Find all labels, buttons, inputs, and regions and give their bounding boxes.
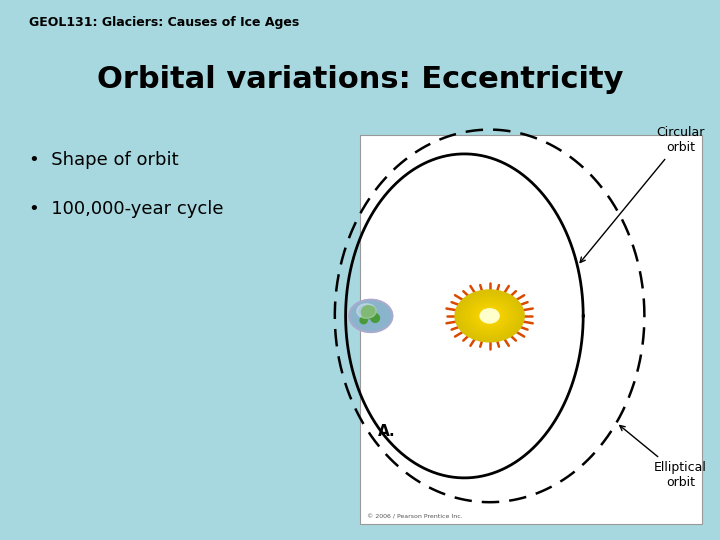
FancyBboxPatch shape <box>360 135 702 524</box>
Circle shape <box>456 291 523 341</box>
Circle shape <box>456 291 523 341</box>
Circle shape <box>485 312 495 320</box>
Circle shape <box>480 309 499 323</box>
Circle shape <box>465 298 514 334</box>
Circle shape <box>455 290 524 342</box>
Circle shape <box>467 299 513 333</box>
Circle shape <box>357 303 377 319</box>
Circle shape <box>459 293 520 339</box>
Circle shape <box>486 313 493 319</box>
Ellipse shape <box>360 316 367 324</box>
Circle shape <box>458 292 521 340</box>
Circle shape <box>474 304 505 328</box>
Circle shape <box>467 299 512 333</box>
Text: •  100,000-year cycle: • 100,000-year cycle <box>29 200 223 218</box>
Circle shape <box>480 308 500 323</box>
Circle shape <box>476 306 503 326</box>
Circle shape <box>472 303 507 329</box>
Circle shape <box>487 314 492 318</box>
Text: © 2006 / Pearson Prentice Inc.: © 2006 / Pearson Prentice Inc. <box>367 514 463 519</box>
Circle shape <box>488 315 491 317</box>
Text: •  Shape of orbit: • Shape of orbit <box>29 151 179 169</box>
Circle shape <box>464 297 515 335</box>
Circle shape <box>472 302 508 329</box>
Circle shape <box>469 300 510 332</box>
Circle shape <box>475 305 504 327</box>
Circle shape <box>482 310 498 322</box>
Circle shape <box>469 301 510 331</box>
Ellipse shape <box>371 314 379 322</box>
Circle shape <box>477 306 503 326</box>
Circle shape <box>489 315 490 316</box>
Circle shape <box>460 294 519 338</box>
Circle shape <box>463 296 516 336</box>
Circle shape <box>478 307 501 325</box>
Text: Circular
orbit: Circular orbit <box>580 126 705 262</box>
Text: Orbital variations: Eccentricity: Orbital variations: Eccentricity <box>96 65 624 94</box>
Circle shape <box>464 296 516 335</box>
Circle shape <box>459 293 521 339</box>
Circle shape <box>473 303 506 328</box>
Text: Elliptical
orbit: Elliptical orbit <box>620 426 707 489</box>
Circle shape <box>485 313 494 319</box>
Circle shape <box>349 300 392 332</box>
Ellipse shape <box>361 306 376 319</box>
Circle shape <box>482 310 497 321</box>
Circle shape <box>468 300 511 332</box>
Text: GEOL131: Glaciers: Causes of Ice Ages: GEOL131: Glaciers: Causes of Ice Ages <box>29 16 299 29</box>
Circle shape <box>477 307 502 325</box>
Circle shape <box>481 309 498 322</box>
Circle shape <box>484 312 495 320</box>
Circle shape <box>471 302 508 330</box>
Circle shape <box>462 295 517 336</box>
Ellipse shape <box>369 307 375 312</box>
Text: A.: A. <box>378 424 395 439</box>
Circle shape <box>461 294 518 338</box>
